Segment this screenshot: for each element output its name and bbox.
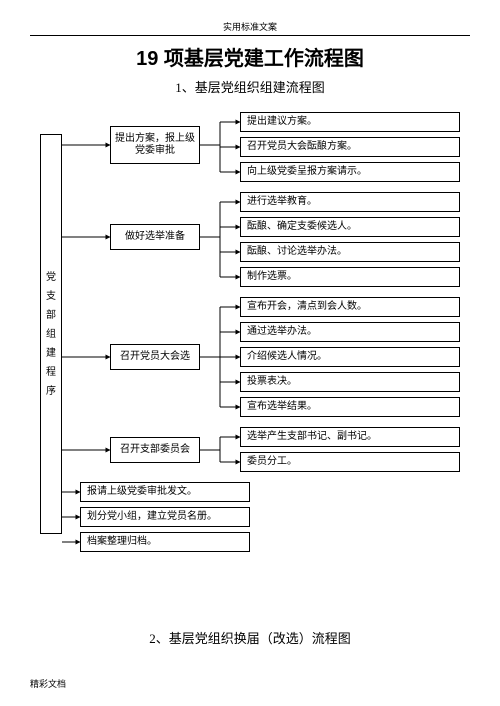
bottom-step-1: 划分党小组，建立党员名册。 (80, 507, 250, 527)
main-title: 19 项基层党建工作流程图 (30, 42, 470, 71)
leaf-node-1-2: 酝酿、讨论选举办法。 (240, 242, 460, 262)
leaf-node-2-1: 通过选举办法。 (240, 322, 460, 342)
mid-node-2: 召开党员大会选 (110, 344, 200, 370)
mid-node-1: 做好选举准备 (110, 224, 200, 250)
leaf-node-2-0: 宣布开会，清点到会人数。 (240, 297, 460, 317)
subtitle-1: 1、基层党组织组建流程图 (30, 77, 470, 96)
page-footer: 精彩文档 (30, 677, 66, 690)
leaf-node-0-0: 提出建议方案。 (240, 112, 460, 132)
bottom-step-0: 报请上级党委审批发文。 (80, 482, 250, 502)
leaf-node-2-2: 介绍候选人情况。 (240, 347, 460, 367)
leaf-node-0-1: 召开党员大会酝酿方案。 (240, 137, 460, 157)
leaf-node-2-4: 宣布选举结果。 (240, 397, 460, 417)
leaf-node-0-2: 向上级党委呈报方案请示。 (240, 162, 460, 182)
leaf-node-2-3: 投票表决。 (240, 372, 460, 392)
leaf-node-3-0: 选举产生支部书记、副书记。 (240, 427, 460, 447)
leaf-node-3-1: 委员分工。 (240, 452, 460, 472)
subtitle-2: 2、基层党组织换届（改选）流程图 (30, 628, 470, 647)
page-header: 实用标准文案 (30, 20, 470, 33)
root-node: 党支部组建程序 (40, 134, 62, 534)
mid-node-0: 提出方案，报上级党委审批 (110, 126, 200, 164)
leaf-node-1-1: 酝酿、确定支委候选人。 (240, 217, 460, 237)
leaf-node-1-3: 制作选票。 (240, 267, 460, 287)
flowchart: 党支部组建程序 提出方案，报上级党委审批 提出建议方案。召开党员大会酝酿方案。向上级… (30, 104, 470, 624)
leaf-node-1-0: 进行选举教育。 (240, 192, 460, 212)
divider-top (30, 35, 470, 36)
bottom-step-2: 档案整理归档。 (80, 532, 250, 552)
mid-node-3: 召开支部委员会 (110, 437, 200, 463)
